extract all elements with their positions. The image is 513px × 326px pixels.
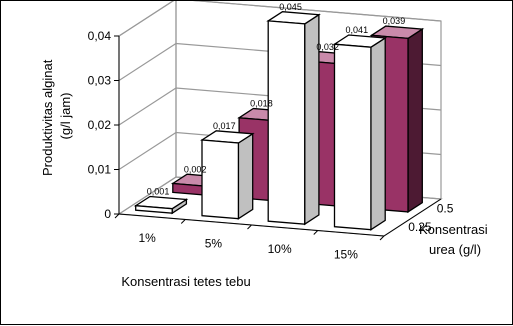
z-axis-title-line-2: urea (g/l)	[429, 242, 481, 257]
x-tick-mark	[114, 213, 120, 219]
y-tick-label: 0,03	[88, 74, 112, 88]
data-label: 0,032	[316, 42, 339, 52]
z-tick-label: 0.5	[437, 201, 454, 215]
x-tick-label: 1%	[138, 231, 156, 245]
data-label: 0,018	[250, 99, 273, 109]
bar-side	[370, 36, 386, 231]
y-axis-title-line-2: (g/l jam)	[58, 93, 73, 140]
x-axis-title: Konsentrasi tetes tebu	[121, 274, 250, 289]
x-tick-mark	[379, 235, 385, 241]
y-axis-title: Produktivitas alginat (g/l jam)	[40, 56, 73, 176]
x-tick-mark	[313, 230, 319, 235]
z-axis-title: Konsentrasi urea (g/l)	[419, 222, 491, 257]
bar-front	[333, 43, 372, 231]
data-label: 0,045	[279, 2, 302, 12]
data-label: 0,039	[383, 16, 406, 26]
data-label: 0,041	[346, 25, 369, 35]
gridline	[118, 1, 442, 37]
z-tick-label: 0.25	[408, 220, 432, 234]
bar-front	[267, 20, 306, 225]
y-tick-label: 0,02	[88, 118, 112, 132]
bar	[332, 34, 388, 231]
y-tick-label: 0,01	[88, 163, 112, 177]
x-tick-label: 5%	[205, 236, 223, 250]
y-axis-title-line-1: Produktivitas alginat	[40, 59, 55, 176]
bar	[200, 130, 255, 220]
z-axis-title-line-1: Konsentrasi	[419, 222, 488, 237]
data-label: 0,001	[147, 187, 170, 197]
bar-front	[135, 204, 173, 214]
bar-side	[407, 27, 423, 214]
bar-front	[201, 139, 240, 220]
x-tick-mark	[247, 224, 252, 230]
bar	[133, 195, 189, 215]
x-tick-label: 10%	[268, 242, 292, 256]
x-tick-mark	[180, 219, 186, 224]
data-label: 0,002	[184, 164, 207, 174]
y-tick-label: 0	[104, 207, 111, 221]
bar-side	[237, 132, 254, 220]
bar	[266, 11, 321, 226]
x-tick-label: 15%	[334, 247, 358, 261]
data-label: 0,017	[213, 121, 236, 131]
y-tick-label: 0,04	[88, 29, 112, 43]
z-axis-line	[383, 198, 442, 237]
